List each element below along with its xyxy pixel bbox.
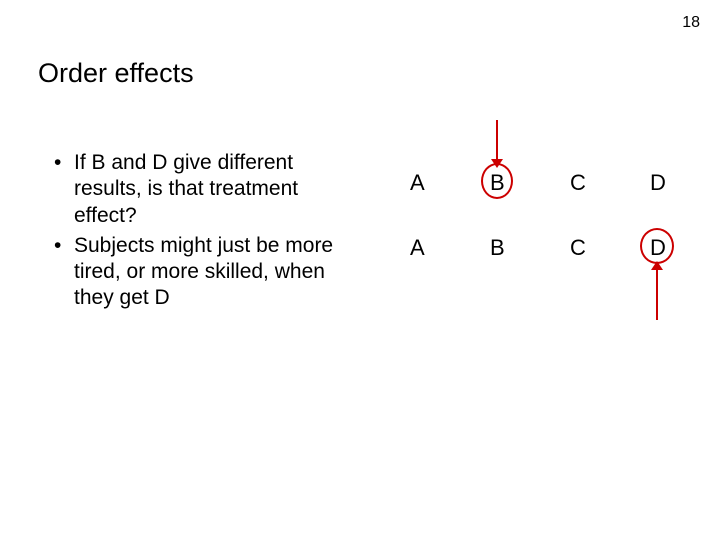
diagram-letter: D (650, 170, 666, 196)
highlight-circle (481, 163, 513, 199)
diagram-letter: C (570, 235, 586, 261)
arrow-head-icon (651, 261, 663, 270)
bullet-item: Subjects might just be more tired, or mo… (50, 233, 360, 312)
bullet-list: If B and D give different results, is th… (50, 150, 360, 316)
slide-title: Order effects (38, 58, 194, 89)
order-diagram: ABCDABCD (390, 120, 700, 360)
bullet-item: If B and D give different results, is th… (50, 150, 360, 229)
diagram-letter: B (490, 235, 505, 261)
arrow-line (496, 120, 499, 160)
arrow-head-icon (491, 159, 503, 168)
highlight-circle (640, 228, 674, 264)
diagram-letter: A (410, 235, 425, 261)
diagram-letter: C (570, 170, 586, 196)
diagram-letter: A (410, 170, 425, 196)
arrow-line (656, 270, 659, 320)
page-number: 18 (682, 14, 700, 32)
